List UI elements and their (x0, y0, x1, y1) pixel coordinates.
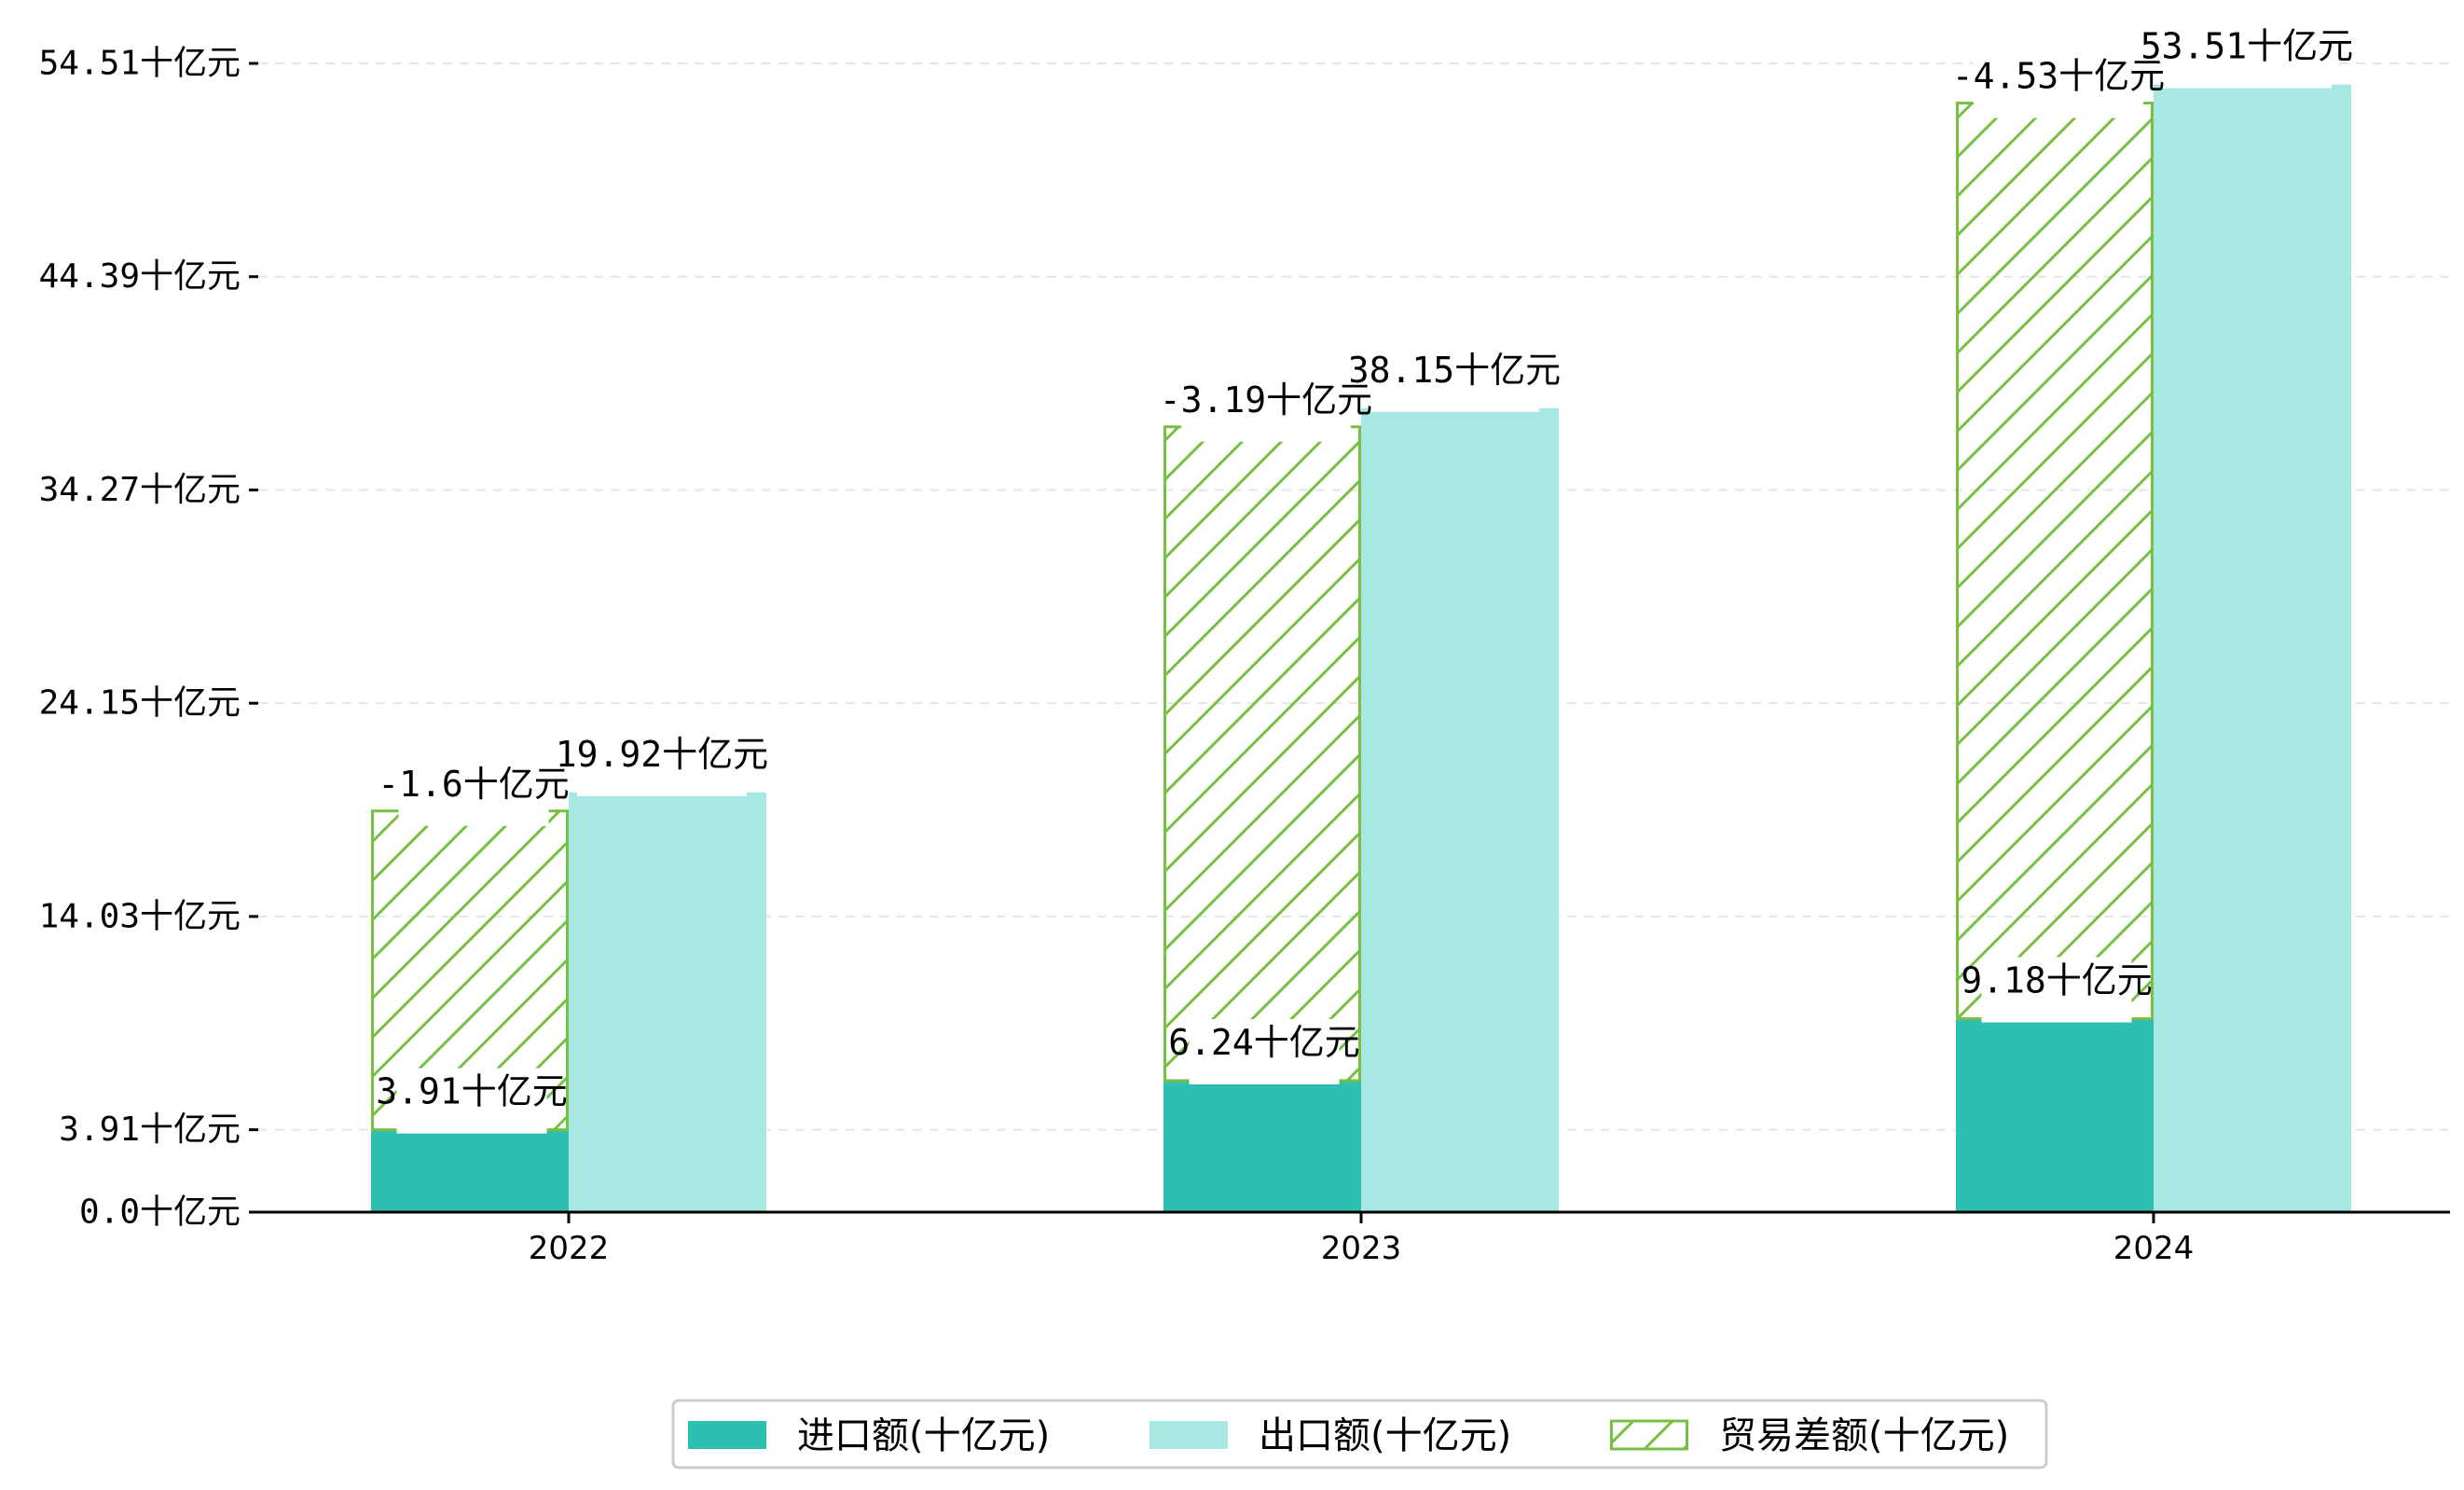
import-value-label-bg (1981, 957, 2132, 1023)
balance-bar (1163, 425, 1361, 1083)
export-value-label-bg (2162, 22, 2332, 89)
legend-balance-label: 贸易差额(十亿元) (1719, 1414, 2009, 1457)
export-bar (569, 792, 766, 1212)
y-tick-label: 3.91十亿元 (59, 1111, 241, 1149)
bars (371, 84, 2351, 1213)
import-value-label: 3.91十亿元 (376, 1071, 568, 1112)
export-value-label-bg (577, 730, 747, 796)
y-tick-label: 14.03十亿元 (39, 897, 241, 935)
export-value-label: 38.15十亿元 (1348, 350, 1561, 391)
import-value-label: 6.24十亿元 (1168, 1022, 1360, 1063)
balance-value-label-bg (398, 760, 549, 826)
balance-value-label: -3.19十亿元 (1160, 379, 1372, 421)
x-tick-label: 2024 (2113, 1230, 2195, 1267)
y-tick-label: 34.27十亿元 (39, 471, 241, 509)
balance-value-label-bg (1181, 376, 1351, 442)
import-value-label-bg (1189, 1018, 1340, 1084)
export-value-label: 53.51十亿元 (2141, 26, 2353, 67)
import-bar (1956, 1018, 2154, 1212)
legend-box (671, 1399, 2048, 1469)
legend-export-swatch (1149, 1421, 1228, 1449)
x-tick-label: 2022 (529, 1230, 610, 1267)
y-tick-label: 44.39十亿元 (39, 257, 241, 296)
balance-value-label-bg (1974, 52, 2143, 118)
legend-import-swatch (688, 1421, 766, 1449)
balance-value-label: -1.6十亿元 (378, 764, 570, 805)
export-value-label: 19.92十亿元 (556, 734, 768, 775)
x-axis: 2022 2023 2024 (529, 1212, 2195, 1267)
legend-balance-swatch (1610, 1419, 1688, 1451)
import-value-label-bg (396, 1068, 547, 1134)
export-bar (2154, 84, 2351, 1213)
y-tick-label: 0.0十亿元 (79, 1193, 241, 1232)
balance-bar (1956, 102, 2154, 1021)
export-bar (1361, 407, 1559, 1213)
x-tick-label: 2023 (1321, 1230, 1402, 1267)
import-value-label: 9.18十亿元 (1961, 960, 2153, 1001)
y-axis: 0.0十亿元 3.91十亿元 14.03十亿元 24.15十亿元 34.27十亿元 44.… (39, 45, 258, 1232)
y-tick-label: 54.51十亿元 (39, 45, 241, 83)
export-value-label-bg (1370, 346, 1539, 412)
legend-import-label: 进口额(十亿元) (797, 1414, 1050, 1457)
legend-export-label: 出口额(十亿元) (1259, 1414, 1511, 1457)
import-bar (1163, 1080, 1361, 1212)
balance-value-label: -4.53十亿元 (1952, 56, 2165, 97)
data-labels: 19.92十亿元-1.6十亿元 3.91十亿元 38.15十亿元-3.19十亿元 6.… (376, 22, 2353, 1134)
import-bar (371, 1129, 569, 1212)
y-tick-label: 24.15十亿元 (39, 684, 241, 723)
legend: 进口额(十亿元) 出口额(十亿元) 贸易差额(十亿元) (671, 1399, 2048, 1469)
